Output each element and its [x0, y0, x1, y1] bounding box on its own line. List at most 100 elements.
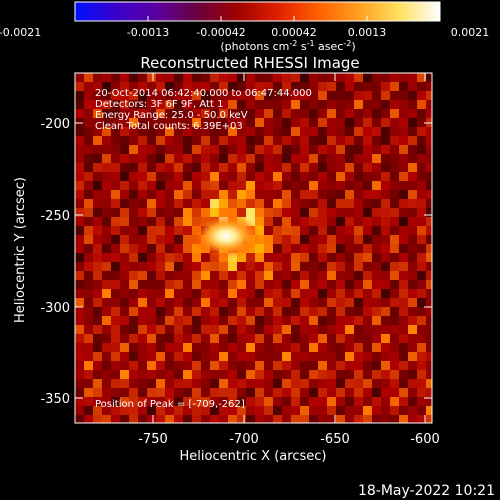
image-pixel	[138, 172, 147, 181]
image-pixel	[273, 415, 282, 423]
image-pixel	[129, 163, 138, 172]
image-pixel	[255, 325, 264, 334]
image-pixel	[264, 415, 273, 423]
image-pixel	[219, 181, 228, 190]
image-pixel	[210, 334, 219, 343]
image-pixel	[282, 199, 291, 208]
image-pixel	[390, 145, 399, 154]
info-line: 20-Oct-2014 06:42:40.000 to 06:47:44.000	[95, 88, 312, 99]
image-pixel	[156, 334, 165, 343]
image-pixel	[264, 271, 273, 280]
image-pixel	[75, 100, 84, 109]
image-pixel	[219, 271, 228, 280]
image-pixel	[129, 145, 138, 154]
image-pixel	[399, 343, 408, 352]
image-pixel	[264, 154, 273, 163]
image-pixel	[93, 109, 102, 118]
image-pixel	[156, 145, 165, 154]
image-pixel	[336, 73, 345, 82]
image-pixel	[354, 397, 363, 406]
image-pixel	[138, 235, 147, 244]
image-pixel	[273, 118, 282, 127]
image-pixel	[273, 352, 282, 361]
image-pixel	[111, 406, 120, 415]
image-pixel	[111, 109, 120, 118]
image-pixel	[282, 208, 291, 217]
image-pixel	[174, 82, 183, 91]
image-pixel	[318, 334, 327, 343]
image-pixel	[174, 172, 183, 181]
image-pixel	[300, 154, 309, 163]
image-pixel	[345, 100, 354, 109]
image-pixel	[381, 307, 390, 316]
image-pixel	[327, 388, 336, 397]
image-pixel	[120, 352, 129, 361]
image-pixel	[93, 73, 102, 82]
image-pixel	[327, 100, 336, 109]
colorbar-units: (photons cm-2 s-1 asec-2)	[220, 39, 355, 53]
image-pixel	[174, 352, 183, 361]
image-pixel	[291, 136, 300, 145]
image-pixel	[156, 298, 165, 307]
image-pixel	[102, 280, 111, 289]
image-pixel	[129, 280, 138, 289]
image-pixel	[372, 172, 381, 181]
image-pixel	[354, 199, 363, 208]
image-pixel	[156, 370, 165, 379]
image-pixel	[390, 235, 399, 244]
image-pixel	[318, 73, 327, 82]
image-pixel	[381, 379, 390, 388]
image-pixel	[210, 262, 219, 271]
image-pixel	[399, 370, 408, 379]
image-pixel	[219, 82, 228, 91]
image-pixel	[399, 109, 408, 118]
image-pixel	[309, 325, 318, 334]
image-pixel	[174, 406, 183, 415]
image-pixel	[399, 397, 408, 406]
image-pixel	[219, 136, 228, 145]
image-pixel	[426, 415, 432, 423]
image-pixel	[282, 406, 291, 415]
image-pixel	[291, 244, 300, 253]
image-pixel	[93, 91, 102, 100]
image-pixel	[210, 208, 219, 217]
image-pixel	[255, 154, 264, 163]
image-pixel	[228, 136, 237, 145]
image-pixel	[75, 181, 84, 190]
image-pixel	[156, 235, 165, 244]
image-pixel	[354, 145, 363, 154]
image-pixel	[354, 271, 363, 280]
image-pixel	[102, 325, 111, 334]
image-pixel	[327, 190, 336, 199]
image-pixel	[156, 154, 165, 163]
image-pixel	[318, 154, 327, 163]
image-pixel	[237, 352, 246, 361]
image-pixel	[84, 136, 93, 145]
image-pixel	[228, 100, 237, 109]
image-pixel	[381, 370, 390, 379]
image-pixel	[273, 235, 282, 244]
image-pixel	[219, 190, 228, 199]
image-pixel	[327, 154, 336, 163]
image-pixel	[381, 145, 390, 154]
image-pixel	[255, 172, 264, 181]
image-pixel	[102, 73, 111, 82]
image-pixel	[399, 271, 408, 280]
image-pixel	[291, 397, 300, 406]
image-pixel	[282, 91, 291, 100]
image-pixel	[399, 352, 408, 361]
image-pixel	[327, 289, 336, 298]
image-pixel	[390, 361, 399, 370]
image-pixel	[156, 91, 165, 100]
image-pixel	[228, 172, 237, 181]
image-pixel	[282, 415, 291, 423]
image-pixel	[336, 190, 345, 199]
image-pixel	[372, 181, 381, 190]
image-pixel	[165, 298, 174, 307]
image-pixel	[165, 379, 174, 388]
image-pixel	[408, 280, 417, 289]
image-pixel	[237, 118, 246, 127]
image-pixel	[291, 118, 300, 127]
image-pixel	[327, 109, 336, 118]
image-pixel	[300, 73, 309, 82]
